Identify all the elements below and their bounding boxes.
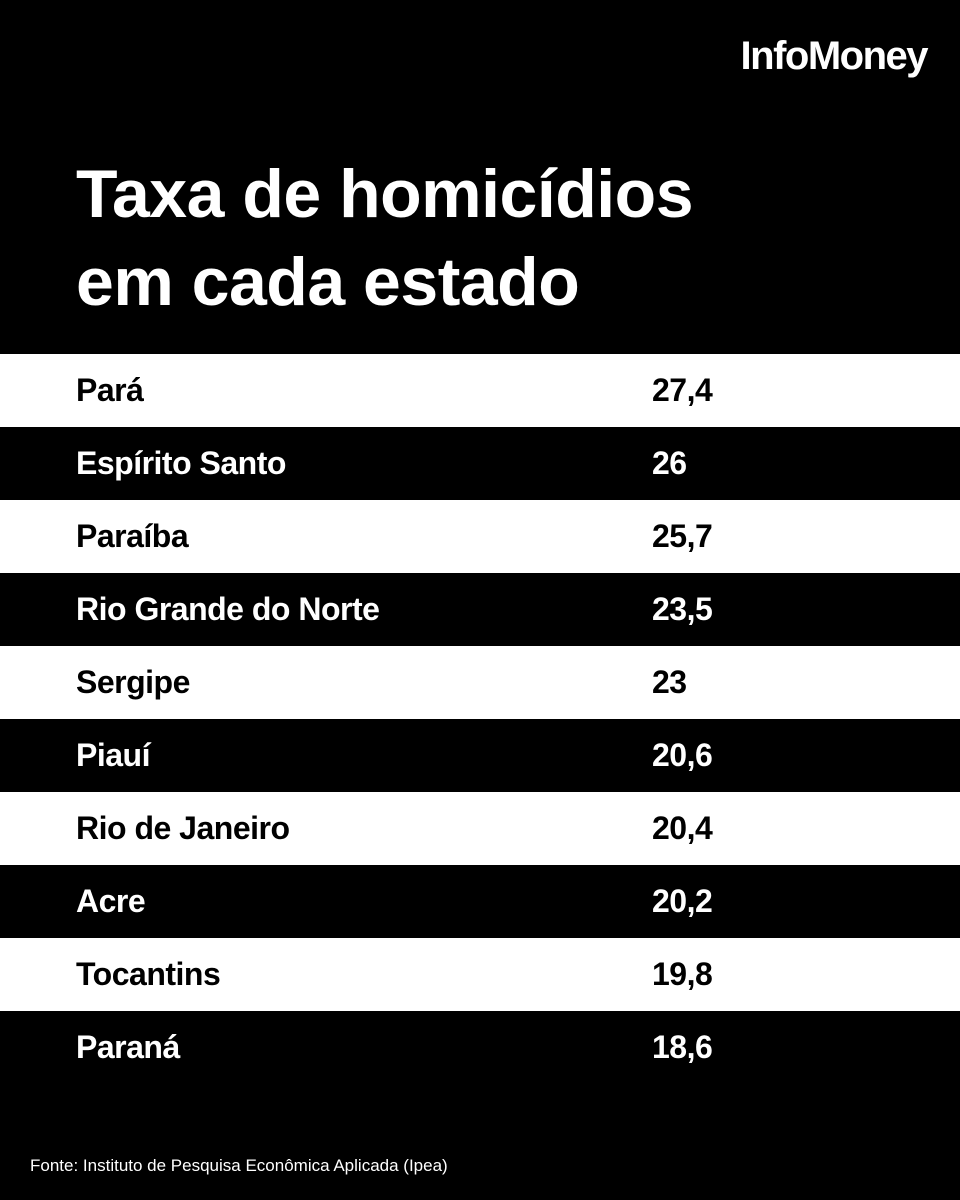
- table-row: Paraná 18,6: [0, 1011, 960, 1084]
- table-row: Sergipe 23: [0, 646, 960, 719]
- state-name: Tocantins: [76, 956, 221, 992]
- table-row: Paraíba 25,7: [0, 500, 960, 573]
- table-row: Espírito Santo 26: [0, 427, 960, 500]
- state-name: Rio Grande do Norte: [76, 591, 380, 627]
- homicide-rate-value: 23,5: [652, 591, 713, 627]
- state-name: Acre: [76, 883, 146, 919]
- homicide-rate-value: 20,4: [652, 810, 713, 846]
- state-name: Espírito Santo: [76, 445, 286, 481]
- homicide-rate-table: Pará 27,4 Espírito Santo 26 Paraíba 25,7 Rio G…: [0, 354, 960, 1084]
- table-row: Rio Grande do Norte 23,5: [0, 573, 960, 646]
- table-row: Rio de Janeiro 20,4: [0, 792, 960, 865]
- state-name: Piauí: [76, 737, 150, 773]
- title-line-1: Taxa de homicídios: [76, 156, 694, 232]
- homicide-rate-value: 20,2: [652, 883, 713, 919]
- homicide-rate-value: 25,7: [652, 518, 713, 554]
- table-row: Tocantins 19,8: [0, 938, 960, 1011]
- state-name: Paraná: [76, 1029, 180, 1065]
- page-title: Taxa de homicídios em cada estado: [76, 150, 896, 326]
- table-row: Piauí 20,6: [0, 719, 960, 792]
- infomoney-logo: InfoMoney: [740, 34, 929, 78]
- homicide-rate-value: 27,4: [652, 372, 713, 408]
- state-name: Paraíba: [76, 518, 189, 554]
- state-name: Pará: [76, 372, 144, 408]
- homicide-rate-value: 19,8: [652, 956, 713, 992]
- state-name: Sergipe: [76, 664, 190, 700]
- homicide-rate-value: 20,6: [652, 737, 713, 773]
- homicide-rate-value: 18,6: [652, 1029, 713, 1065]
- title-line-2: em cada estado: [76, 244, 580, 320]
- table-row: Pará 27,4: [0, 354, 960, 427]
- state-name: Rio de Janeiro: [76, 810, 290, 846]
- table-row: Acre 20,2: [0, 865, 960, 938]
- source-note: Fonte: Instituto de Pesquisa Econômica A…: [30, 1156, 448, 1175]
- homicide-rate-value: 23: [652, 664, 687, 700]
- homicide-rate-value: 26: [652, 445, 687, 481]
